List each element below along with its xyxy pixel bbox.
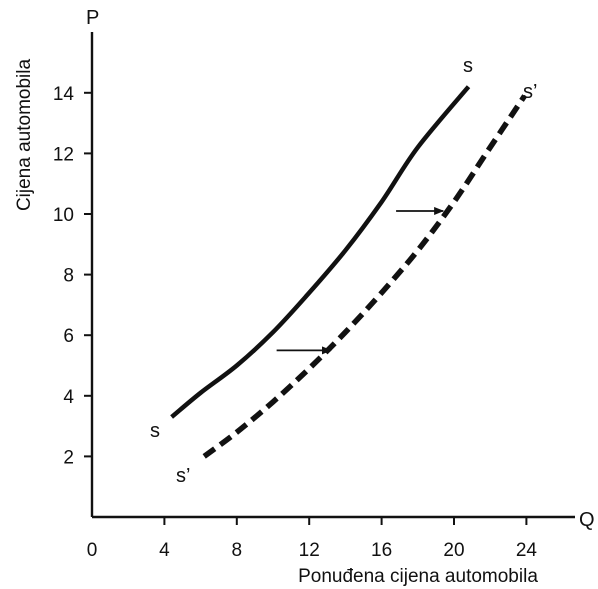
x-tick-label: 20 bbox=[443, 540, 464, 561]
y-tick-label: 6 bbox=[63, 326, 74, 347]
y-tick-label: 14 bbox=[53, 84, 75, 105]
y-axis-title: Cijena automobila bbox=[14, 59, 35, 212]
annotation-layer bbox=[276, 206, 445, 355]
y-axis-letter: P bbox=[86, 7, 99, 29]
x-tick-label: 0 bbox=[87, 540, 98, 561]
x-tick-label: 16 bbox=[371, 540, 392, 561]
series-layer bbox=[170, 85, 527, 459]
y-tick-label: 2 bbox=[63, 447, 74, 468]
x-tick-label: 4 bbox=[159, 540, 170, 561]
axes bbox=[90, 32, 575, 519]
series-s-curve bbox=[170, 85, 471, 419]
series-s-end-label: s bbox=[463, 55, 473, 77]
x-tick-label: 12 bbox=[299, 540, 320, 561]
y-tick-label: 10 bbox=[53, 205, 74, 226]
y-tick-label: 12 bbox=[53, 144, 74, 165]
series-s-prime-end-label: s’ bbox=[523, 81, 537, 103]
x-axis-title: Ponuđena cijena automobila bbox=[298, 566, 538, 587]
y-tick-label: 4 bbox=[63, 387, 74, 408]
x-axis-letter: Q bbox=[579, 509, 595, 531]
series-s-prime-curve bbox=[202, 94, 527, 459]
x-tick-label: 24 bbox=[516, 540, 538, 561]
x-tick-label: 8 bbox=[232, 540, 243, 561]
series-s-prime-start-label: s’ bbox=[176, 465, 190, 487]
series-s-start-label: s bbox=[150, 420, 160, 442]
y-tick-label: 8 bbox=[63, 266, 74, 287]
